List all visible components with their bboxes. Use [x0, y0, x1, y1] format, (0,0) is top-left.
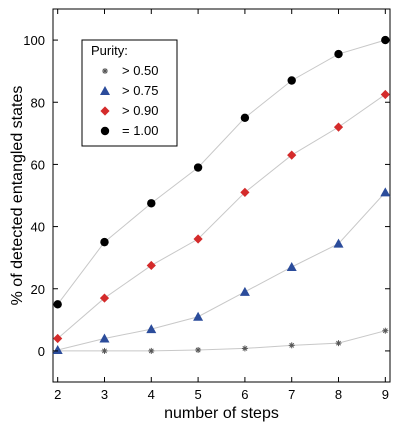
data-point: [101, 347, 108, 354]
x-axis: 2 3 4 5 6 7 8 9: [54, 9, 389, 402]
y-axis: 0 20 40 60 80 100: [23, 33, 390, 359]
x-tick-label: 9: [382, 387, 389, 402]
x-tick-label: 4: [148, 387, 155, 402]
legend-entry: > 0.90: [122, 103, 159, 118]
data-point: [286, 261, 297, 271]
y-tick-label: 0: [38, 344, 45, 359]
legend-marker: [102, 68, 108, 74]
series-lines: [57, 39, 386, 352]
data-point: [287, 150, 297, 160]
x-tick-label: 7: [288, 387, 295, 402]
data-point: [240, 113, 250, 122]
x-tick-label: 2: [54, 387, 61, 402]
data-point: [333, 238, 344, 248]
plot-frame: [52, 8, 391, 383]
data-point: [333, 122, 344, 132]
data-point: [100, 237, 109, 247]
data-point: [241, 345, 248, 352]
legend-entry: = 1.00: [122, 123, 159, 138]
y-tick-label: 40: [31, 220, 45, 235]
legend-box: [81, 39, 178, 147]
y-tick-label: 100: [23, 33, 45, 48]
data-point: [99, 333, 110, 343]
legend-entry: > 0.75: [122, 83, 159, 98]
data-point: [53, 300, 62, 309]
legend: Purity: > 0.50 > 0.75 > 0.90 = 1.00: [81, 39, 178, 147]
y-axis-label: % of detected entangled states: [9, 86, 26, 306]
data-point: [287, 76, 296, 85]
data-point: [146, 260, 156, 271]
data-point: [193, 311, 204, 321]
x-tick-label: 8: [335, 387, 342, 402]
data-point: [382, 327, 389, 334]
data-point: [239, 286, 250, 296]
x-tick-label: 3: [101, 387, 108, 402]
x-axis-label: number of steps: [164, 405, 279, 422]
legend-title: Purity:: [91, 43, 128, 58]
data-point: [52, 344, 63, 354]
legend-marker: [100, 106, 110, 116]
plot-area-border: [52, 8, 391, 383]
series-line: [57, 192, 386, 351]
data-point: [288, 342, 295, 349]
data-point: [380, 89, 390, 100]
x-tick-label: 6: [241, 387, 248, 402]
data-point: [334, 49, 343, 59]
data-point: [148, 347, 155, 354]
legend-entry: > 0.50: [122, 63, 159, 78]
data-point: [335, 340, 342, 347]
data-point: [53, 333, 63, 344]
data-point: [195, 346, 202, 353]
series-markers: [52, 35, 391, 354]
data-point: [147, 199, 156, 208]
legend-marker: [100, 126, 110, 136]
y-tick-label: 80: [31, 95, 45, 110]
y-tick-label: 60: [31, 157, 45, 172]
y-tick-label: 20: [31, 282, 45, 297]
data-point: [146, 324, 157, 334]
series-line: [57, 330, 386, 352]
x-tick-label: 5: [194, 387, 201, 402]
legend-marker: [100, 86, 110, 95]
data-point: [99, 293, 110, 303]
series-line: [57, 94, 386, 339]
data-point: [193, 163, 203, 172]
series-line: [57, 39, 386, 305]
data-point: [193, 234, 203, 244]
data-point: [240, 187, 250, 197]
data-point: [380, 187, 391, 197]
